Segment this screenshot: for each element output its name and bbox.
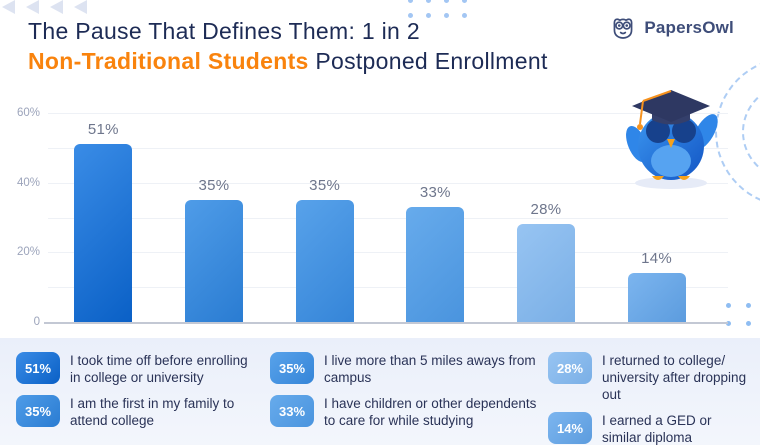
papersowl-logo[interactable]: PapersOwl [609,14,734,41]
dot-icon [426,13,431,18]
bar-35% [295,200,354,322]
brand-name: PapersOwl [644,17,734,37]
gridline-10 [48,287,728,289]
legend-label: I returned to college/ university after … [602,353,747,402]
legend-badge: 35% [270,352,314,384]
triangles-pattern-icon [2,0,87,14]
legend-column-1: 51% I took time off before enrolling in c… [16,352,264,445]
y-axis-tick-60: 60% [16,107,40,119]
legend-item: 51% I took time off before enrolling in c… [16,352,264,386]
chart-legend: 51% I took time off before enrolling in c… [0,338,760,445]
title-rest: Postponed Enrollment [308,48,548,74]
bar-group-4: 33% [406,184,465,322]
triangle-icon [2,0,15,14]
page-title: The Pause That Defines Them: 1 in 2 Non-… [28,16,548,76]
triangle-icon [74,0,87,14]
bar-33% [406,207,465,322]
legend-column-2: 35% I live more than 5 miles aways from c… [270,352,542,445]
legend-badge: 51% [16,352,60,384]
triangle-icon [26,0,39,14]
title-line-2: Non-Traditional Students Postponed Enrol… [28,46,548,76]
dot-icon [444,13,449,18]
legend-item: 14% I earned a GED or similar diploma [548,412,752,445]
bar-35% [184,200,243,322]
legend-item: 33% I have children or other dependents t… [270,395,542,429]
gridline-20 [48,252,728,254]
bar-value-label: 35% [309,177,341,195]
dot-icon [444,0,449,3]
owl-graduate-mascot-icon [626,90,718,189]
legend-item: 28% I returned to college/ university aft… [548,352,752,403]
gridline-60 [48,113,728,114]
title-line-1: The Pause That Defines Them: 1 in 2 [28,18,420,44]
bar-group-3: 35% [295,177,354,322]
bar-28% [516,224,575,322]
bar-value-label: 14% [641,250,673,268]
y-axis-tick-40: 40% [16,176,40,189]
legend-label: I have children or other dependents to c… [324,396,537,428]
gridline-30 [48,217,728,219]
legend-item: 35% I live more than 5 miles aways from c… [270,352,542,386]
title-highlight: Non-Traditional Students [28,48,309,74]
bar-group-6: 14% [627,250,686,322]
bar-group-2: 35% [184,177,243,322]
bar-value-label: 35% [198,177,230,195]
bar-chart: 51% 35% 35% 33% 28% 14% [48,113,712,322]
dot-icon [462,0,467,3]
bar-group-5: 28% [516,201,575,322]
y-axis-tick-20: 20% [16,246,40,259]
dot-icon [726,303,731,308]
bar-14% [627,273,686,322]
legend-badge: 28% [548,352,592,384]
legend-badge: 33% [270,395,314,427]
legend-label: I took time off before enrolling in coll… [70,353,248,385]
gridline-50 [48,147,728,149]
dot-icon [746,303,751,308]
legend-label: I live more than 5 miles aways from camp… [324,353,536,385]
legend-column-3: 28% I returned to college/ university aft… [548,352,752,445]
owl-logo-icon [613,18,633,39]
dot-icon [408,0,413,3]
bar-value-label: 33% [419,184,451,202]
dot-icon [726,321,731,326]
legend-label: I am the first in my family to attend co… [70,396,235,428]
dot-icon [462,13,467,18]
legend-badge: 35% [16,395,60,427]
gridline-40 [48,182,728,184]
dot-icon [426,0,431,3]
triangle-icon [50,0,63,14]
legend-label: I earned a GED or similar diploma [602,413,712,445]
bar-51% [74,144,133,322]
gridline-0 [44,322,728,324]
dot-icon [746,321,751,326]
legend-badge: 14% [548,412,592,444]
bar-value-label: 51% [87,121,119,139]
dot-icon [408,13,413,18]
y-axis-tick-0: 0 [33,316,40,328]
bar-group-1: 51% [74,121,133,322]
legend-item: 35% I am the first in my family to attend… [16,395,264,429]
bar-value-label: 28% [530,201,562,219]
